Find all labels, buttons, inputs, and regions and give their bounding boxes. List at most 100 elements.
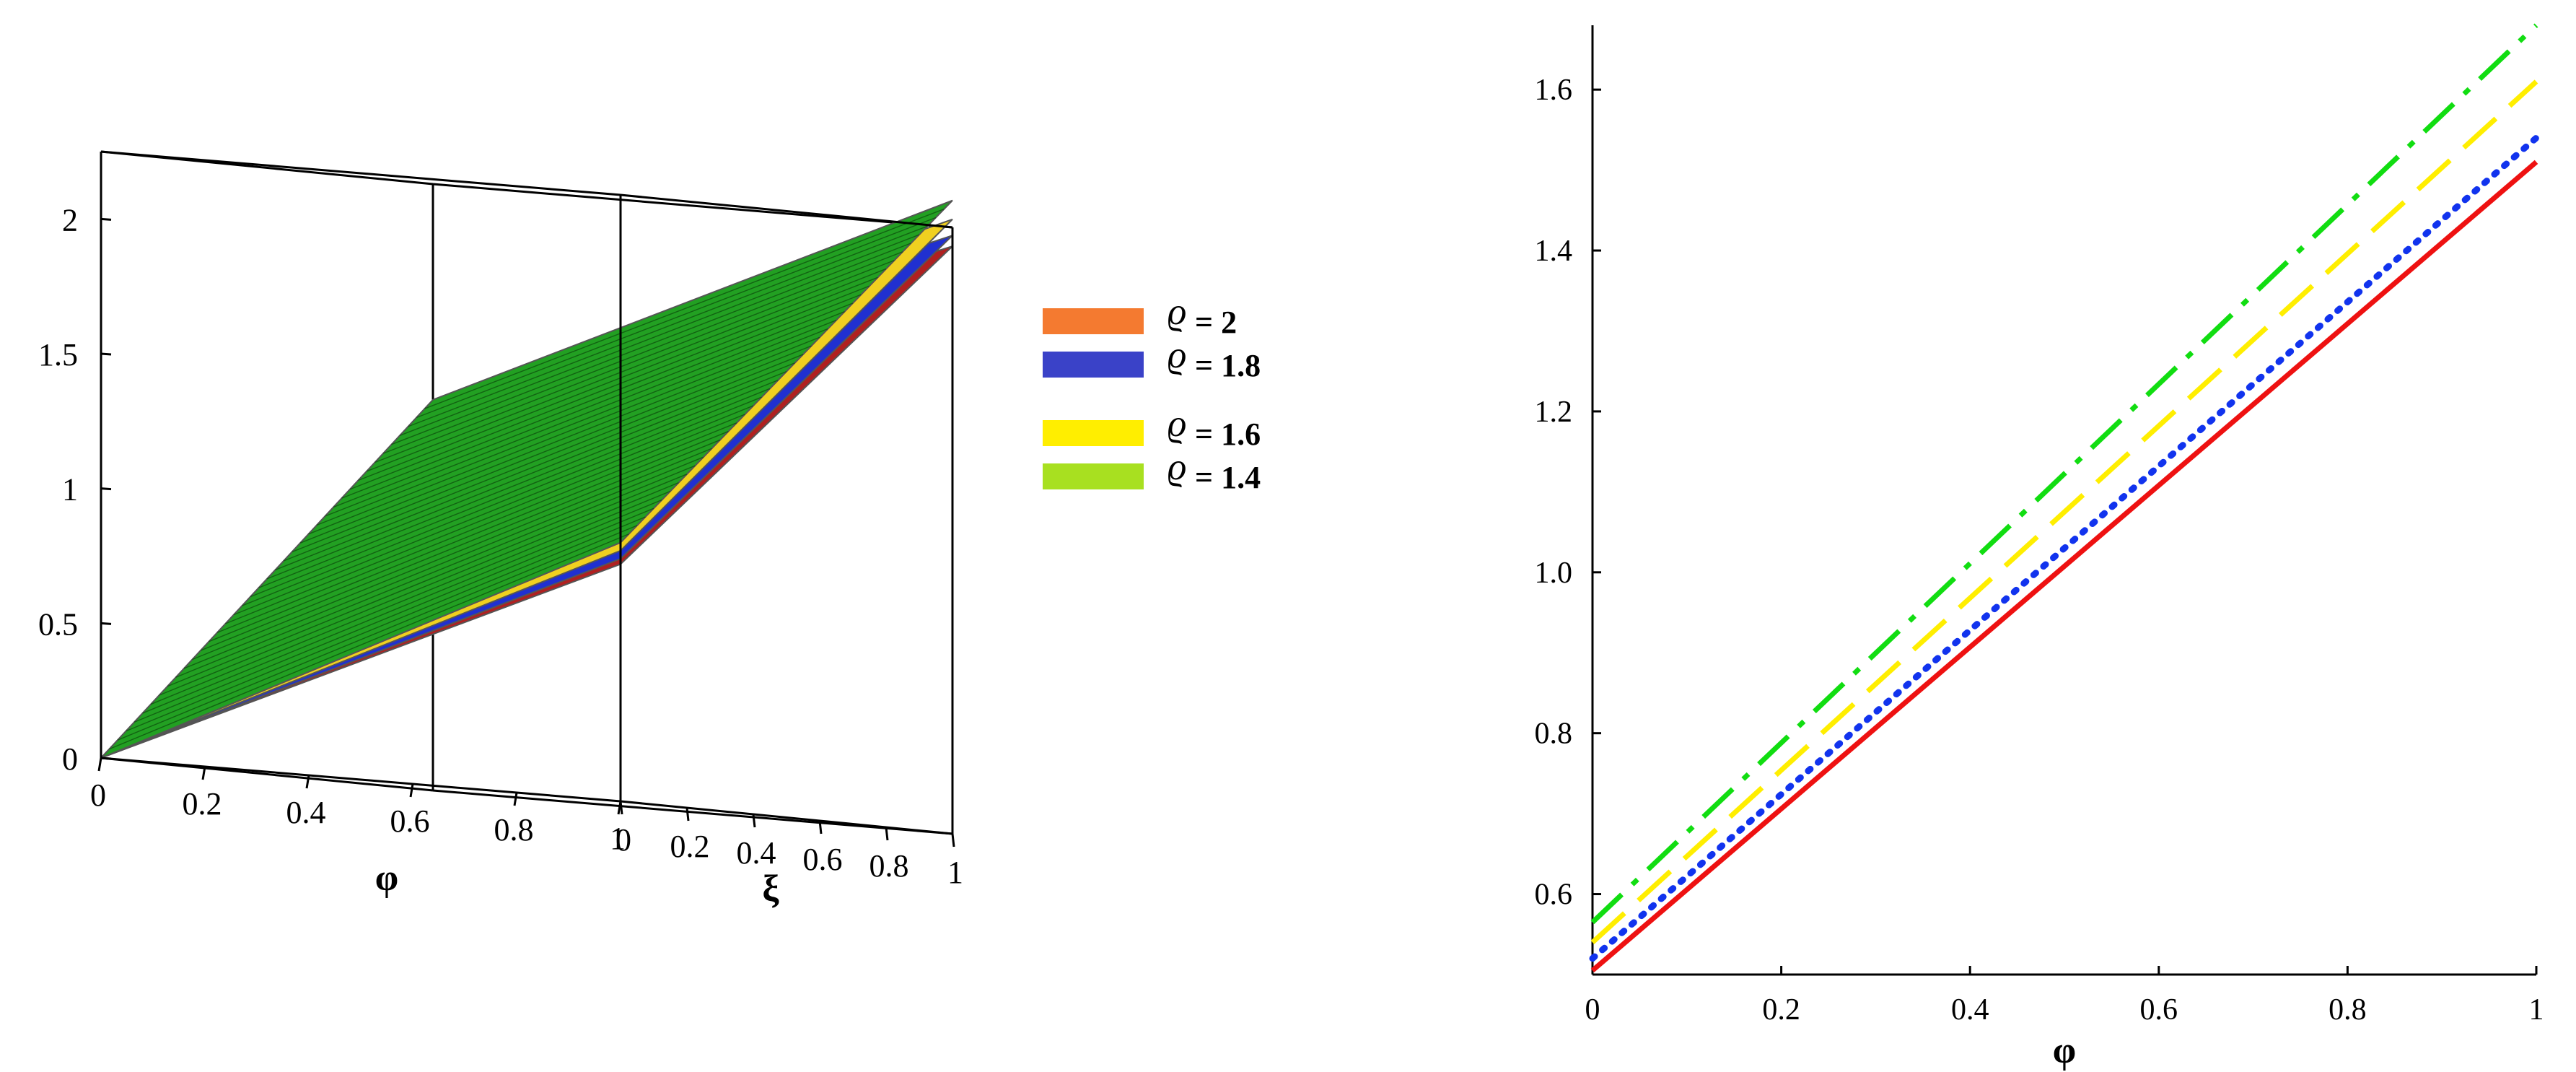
- surface-mesh-line: [358, 276, 878, 481]
- surface-mesh-line: [366, 268, 887, 472]
- legend-label-2: = 1.6: [1195, 417, 1261, 452]
- line-series-1: [1589, 134, 2540, 962]
- z-tick-label: 1: [62, 472, 78, 507]
- z-tick-label: 1.5: [38, 337, 78, 372]
- box-back-edge: [432, 183, 953, 229]
- phi-tick-label: 0.2: [183, 786, 222, 822]
- legend-swatch-2: [1043, 420, 1144, 446]
- phi-tick-label: 0.8: [494, 812, 534, 847]
- surface-series-3: [100, 199, 953, 759]
- legend-symbol: ϱ: [1167, 292, 1186, 333]
- surface-mesh-line: [233, 405, 754, 616]
- y-tick-label: 1.4: [1535, 235, 1573, 268]
- xi-tick-label: 0: [615, 822, 631, 858]
- x-tick-label: 0.2: [1762, 993, 1800, 1027]
- z-tick-label: 0: [62, 741, 78, 777]
- y-tick-label: 1.2: [1535, 396, 1573, 429]
- surface-mesh-line: [258, 379, 779, 588]
- surface-mesh-line: [299, 336, 820, 544]
- x-tick-label: 0.4: [1951, 993, 1989, 1027]
- surface-mesh-line: [382, 251, 903, 454]
- z-tick-label: 2: [62, 202, 78, 238]
- x-tick-label: 0: [1585, 993, 1600, 1027]
- surface-mesh-line: [242, 396, 762, 606]
- line-series-3: [1590, 23, 2538, 925]
- surface-mesh-line: [391, 243, 911, 445]
- legend-swatch-0: [1043, 308, 1144, 334]
- xi-tick-label: 0.8: [869, 848, 909, 884]
- z-tick-label: 0.5: [38, 606, 78, 642]
- xi-tick-mark: [818, 820, 823, 834]
- surface-mesh-line: [183, 456, 704, 669]
- surface-mesh-line: [209, 430, 729, 642]
- legend-swatch-3: [1043, 463, 1144, 489]
- xi-axis-label: ξ: [762, 868, 779, 910]
- surface-mesh-line: [374, 259, 895, 463]
- xi-tick-label: 0.4: [737, 835, 776, 871]
- box-front-edge: [620, 193, 953, 229]
- surface-mesh-line: [175, 465, 696, 678]
- line-plot-panel: 0.6 0.8 1.0 1.2 1.4 1.6 0 0.2 0.4 0.6 0.8 1 φ: [1535, 23, 2544, 1071]
- box-back-edge: [432, 789, 953, 835]
- surface-mesh-line: [225, 414, 745, 624]
- surface-mesh-line: [349, 285, 870, 490]
- box-front-edge: [100, 150, 621, 196]
- y-tick-label: 0.8: [1535, 718, 1573, 751]
- x-axis-label: φ: [2053, 1030, 2076, 1071]
- xi-tick-label: 1: [947, 855, 963, 890]
- legend-swatch-1: [1043, 352, 1144, 378]
- xi-tick-mark: [752, 814, 756, 828]
- surface-mesh-line: [266, 370, 787, 580]
- xi-tick-mark: [885, 827, 889, 841]
- xi-tick-label: 0.2: [670, 829, 710, 864]
- surface-mesh-line: [424, 208, 945, 409]
- surface-mesh-line: [109, 533, 629, 750]
- xi-tick-label: 0.6: [803, 842, 843, 877]
- legend-symbol: ϱ: [1167, 404, 1186, 445]
- xi-tick-mark: [619, 801, 623, 815]
- x-tick-label: 1: [2529, 993, 2544, 1027]
- surface-mesh-line: [292, 345, 812, 553]
- x-tick-label: 0.6: [2140, 993, 2178, 1027]
- surface-mesh-line: [200, 439, 721, 651]
- legend-symbol: ϱ: [1167, 335, 1186, 376]
- surface-mesh-line: [167, 474, 688, 687]
- y-tick-label: 0.6: [1535, 879, 1573, 912]
- y-tick-label: 1.0: [1535, 557, 1573, 590]
- surface-legend: ϱ = 2 ϱ = 1.8 ϱ = 1.6 ϱ = 1.4: [1043, 292, 1261, 495]
- phi-tick-label: 1: [610, 821, 626, 856]
- surface-mesh-line: [192, 448, 712, 661]
- xi-tick-mark: [685, 807, 690, 822]
- legend-label-3: = 1.4: [1195, 460, 1261, 495]
- phi-tick-label: 0.6: [390, 803, 430, 839]
- y-tick-label: 1.6: [1535, 74, 1573, 107]
- phi-tick-mark: [201, 766, 206, 780]
- surface-mesh-line: [159, 482, 679, 696]
- legend-symbol: ϱ: [1167, 447, 1186, 488]
- surface-plot-panel: 0 0.5 1 1.5 2 0 0.2 0.4 0.6 0.8 1 φ 0 0.2 0.4 0.6 0.8 1 ξ: [38, 150, 963, 910]
- surface-mesh-line: [416, 217, 937, 419]
- box-front-edge: [620, 800, 953, 835]
- surface-mesh-line: [250, 388, 771, 598]
- surface-mesh-line: [399, 234, 920, 436]
- phi-tick-mark: [513, 792, 518, 806]
- surface-mesh-line: [126, 516, 646, 732]
- line-series-0: [1590, 160, 2538, 973]
- surface-mesh-line: [325, 311, 845, 517]
- surface-mesh-line: [275, 362, 795, 571]
- surface-mesh-line: [216, 422, 737, 633]
- surface-mesh-line: [283, 354, 804, 562]
- surface-mesh-line: [333, 302, 854, 508]
- x-tick-label: 0.8: [2329, 993, 2367, 1027]
- legend-label-1: = 1.8: [1195, 348, 1261, 383]
- surface-mesh-line: [408, 225, 928, 427]
- phi-tick-mark: [305, 775, 310, 789]
- surface-mesh-line: [117, 525, 638, 741]
- xi-tick-mark: [951, 833, 955, 847]
- z-tick-mark: [100, 757, 112, 760]
- phi-axis-label: φ: [375, 858, 398, 899]
- phi-tick-mark: [97, 757, 102, 772]
- surface-mesh-line: [150, 490, 671, 705]
